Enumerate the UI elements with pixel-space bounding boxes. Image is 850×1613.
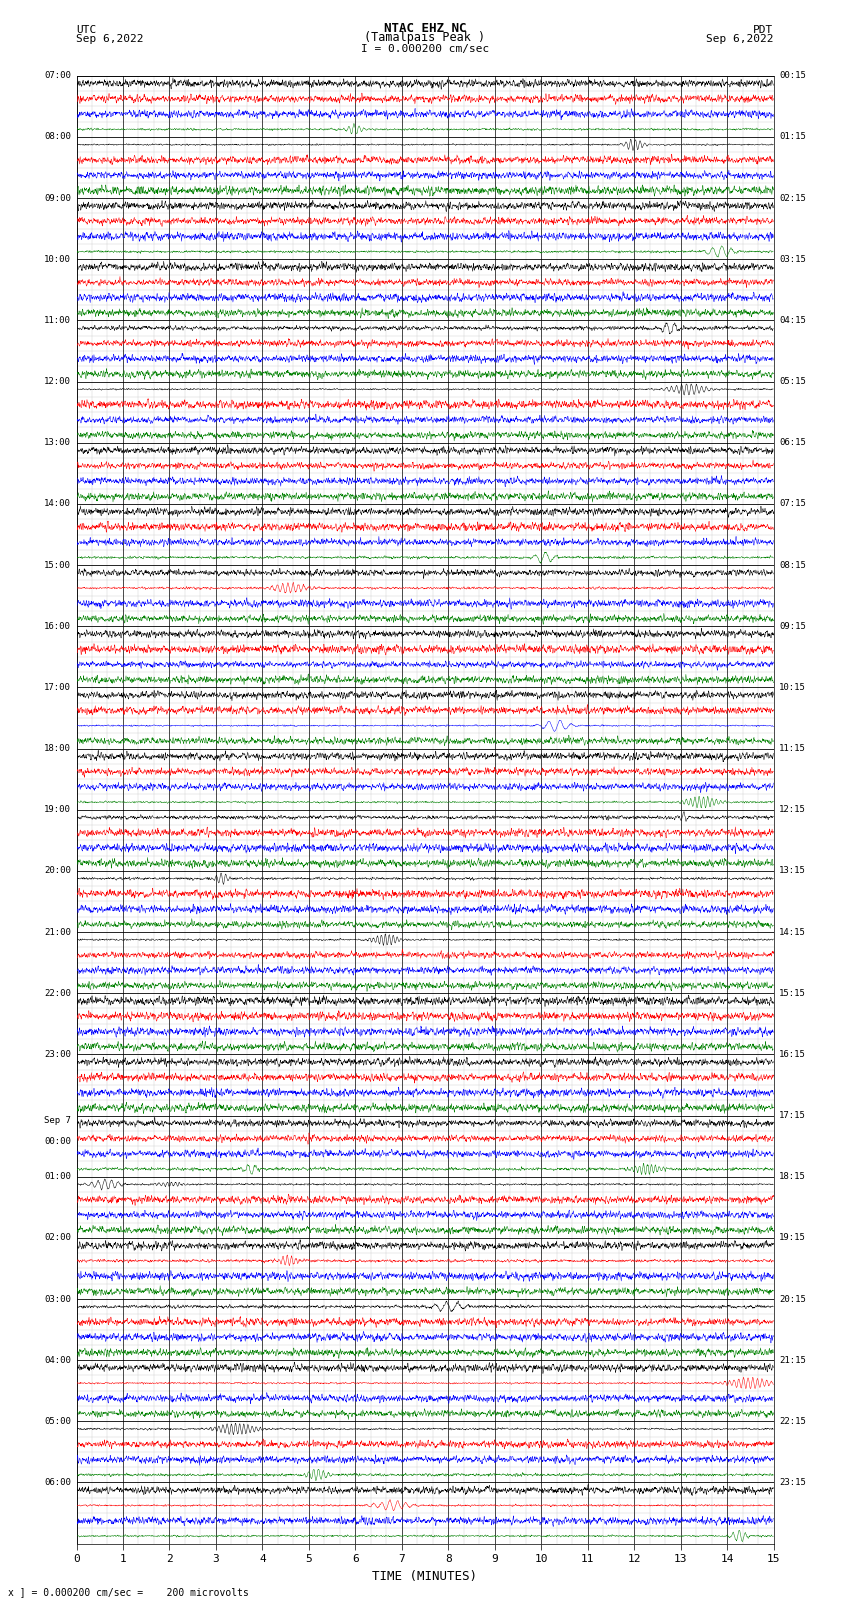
Text: 18:15: 18:15 [779, 1173, 806, 1181]
Text: 20:00: 20:00 [44, 866, 71, 876]
Text: 01:00: 01:00 [44, 1173, 71, 1181]
Text: 23:15: 23:15 [779, 1478, 806, 1487]
Text: 11:15: 11:15 [779, 744, 806, 753]
Text: 07:15: 07:15 [779, 500, 806, 508]
Text: 15:00: 15:00 [44, 561, 71, 569]
Text: 11:00: 11:00 [44, 316, 71, 324]
Text: 17:15: 17:15 [779, 1111, 806, 1119]
Text: PDT: PDT [753, 24, 774, 35]
Text: 08:15: 08:15 [779, 561, 806, 569]
Text: 12:00: 12:00 [44, 377, 71, 386]
Text: Sep 7: Sep 7 [44, 1116, 71, 1124]
Text: x ] = 0.000200 cm/sec =    200 microvolts: x ] = 0.000200 cm/sec = 200 microvolts [8, 1587, 249, 1597]
Text: Sep 6,2022: Sep 6,2022 [706, 34, 774, 44]
Text: 05:15: 05:15 [779, 377, 806, 386]
Text: 02:00: 02:00 [44, 1234, 71, 1242]
Text: 21:15: 21:15 [779, 1355, 806, 1365]
Text: 01:15: 01:15 [779, 132, 806, 142]
Text: 07:00: 07:00 [44, 71, 71, 81]
Text: 15:15: 15:15 [779, 989, 806, 998]
Text: 19:00: 19:00 [44, 805, 71, 815]
Text: NTAC EHZ NC: NTAC EHZ NC [383, 21, 467, 35]
Text: 14:15: 14:15 [779, 927, 806, 937]
Text: 03:00: 03:00 [44, 1295, 71, 1303]
Text: 04:15: 04:15 [779, 316, 806, 324]
Text: 16:15: 16:15 [779, 1050, 806, 1058]
Text: 22:15: 22:15 [779, 1416, 806, 1426]
Text: 00:00: 00:00 [44, 1137, 71, 1145]
Text: 10:00: 10:00 [44, 255, 71, 265]
Text: 21:00: 21:00 [44, 927, 71, 937]
Text: 06:15: 06:15 [779, 439, 806, 447]
Text: 00:15: 00:15 [779, 71, 806, 81]
Text: 12:15: 12:15 [779, 805, 806, 815]
Text: 13:00: 13:00 [44, 439, 71, 447]
Text: 03:15: 03:15 [779, 255, 806, 265]
Text: Sep 6,2022: Sep 6,2022 [76, 34, 144, 44]
Text: 09:15: 09:15 [779, 621, 806, 631]
Text: 09:00: 09:00 [44, 194, 71, 203]
Text: (Tamalpais Peak ): (Tamalpais Peak ) [365, 31, 485, 44]
Text: 10:15: 10:15 [779, 682, 806, 692]
X-axis label: TIME (MINUTES): TIME (MINUTES) [372, 1569, 478, 1582]
Text: 23:00: 23:00 [44, 1050, 71, 1058]
Text: 02:15: 02:15 [779, 194, 806, 203]
Text: UTC: UTC [76, 24, 97, 35]
Text: 17:00: 17:00 [44, 682, 71, 692]
Text: 18:00: 18:00 [44, 744, 71, 753]
Text: 14:00: 14:00 [44, 500, 71, 508]
Text: 13:15: 13:15 [779, 866, 806, 876]
Text: 20:15: 20:15 [779, 1295, 806, 1303]
Text: 16:00: 16:00 [44, 621, 71, 631]
Text: I = 0.000200 cm/sec: I = 0.000200 cm/sec [361, 44, 489, 53]
Text: 04:00: 04:00 [44, 1355, 71, 1365]
Text: 05:00: 05:00 [44, 1416, 71, 1426]
Text: 08:00: 08:00 [44, 132, 71, 142]
Text: 06:00: 06:00 [44, 1478, 71, 1487]
Text: 22:00: 22:00 [44, 989, 71, 998]
Text: 19:15: 19:15 [779, 1234, 806, 1242]
